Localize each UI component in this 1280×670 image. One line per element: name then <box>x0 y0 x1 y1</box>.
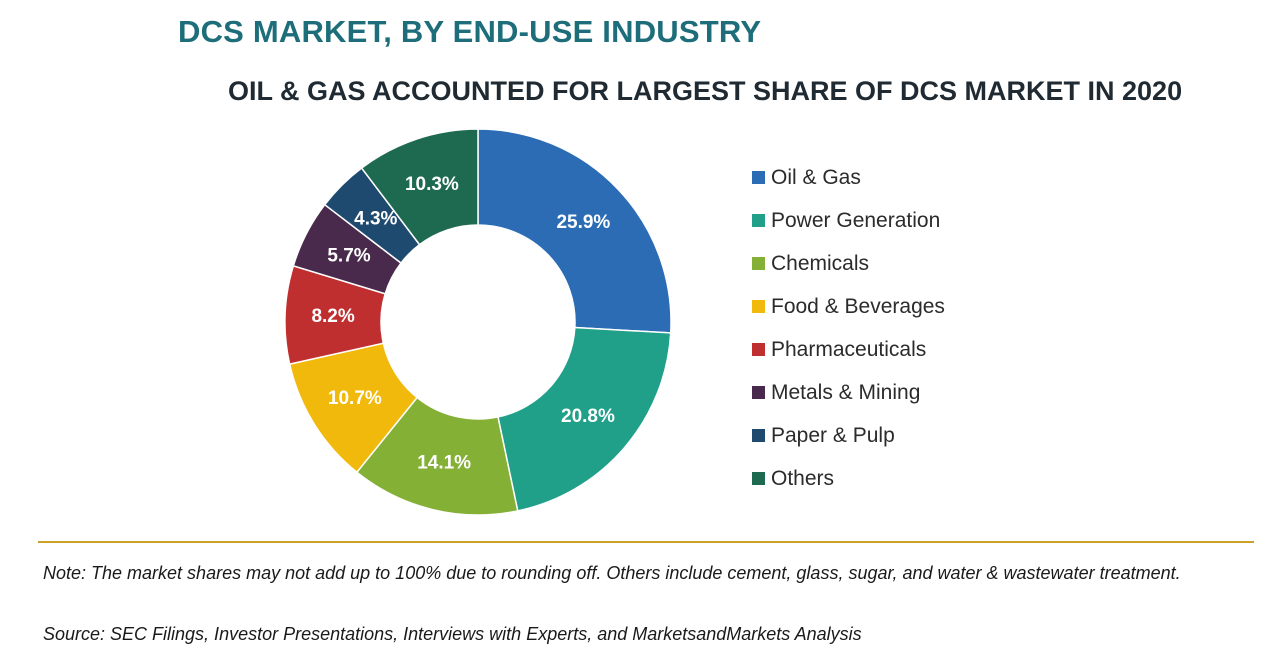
data-label-food-and-beverages: 10.7% <box>328 388 382 409</box>
legend-item-paper-and-pulp: Paper & Pulp <box>752 414 945 457</box>
donut-data-labels: 25.9% 20.8% 14.1% 10.7% 8.2% 5.7% 4.3% 10.3% <box>311 174 615 473</box>
legend-label-others: Others <box>771 466 835 490</box>
legend-item-power-generation: Power Generation <box>752 199 945 242</box>
legend-item-oil-and-gas: Oil & Gas <box>752 156 945 199</box>
legend-swatch-food-and-beverages <box>752 300 765 313</box>
data-label-oil-and-gas: 25.9% <box>556 212 610 233</box>
data-label-power-generation: 20.8% <box>561 406 615 427</box>
chart-title: DCS MARKET, BY END-USE INDUSTRY <box>178 14 762 49</box>
legend-label-metals-and-mining: Metals & Mining <box>771 380 921 404</box>
legend-swatch-metals-and-mining <box>752 386 765 399</box>
legend-label-paper-and-pulp: Paper & Pulp <box>771 423 895 447</box>
chart-subtitle: OIL & GAS ACCOUNTED FOR LARGEST SHARE OF… <box>228 76 1183 106</box>
slice-others <box>360 128 479 246</box>
chart-legend: Oil & Gas Power Generation Chemicals Food &… <box>752 156 945 500</box>
donut-slices <box>284 128 672 516</box>
data-label-paper-and-pulp: 4.3% <box>354 209 397 230</box>
footer-divider <box>38 541 1254 543</box>
legend-item-metals-and-mining: Metals & Mining <box>752 371 945 414</box>
legend-swatch-pharmaceuticals <box>752 343 765 356</box>
data-label-chemicals: 14.1% <box>417 452 471 473</box>
legend-swatch-paper-and-pulp <box>752 429 765 442</box>
legend-label-oil-and-gas: Oil & Gas <box>771 165 861 189</box>
legend-swatch-chemicals <box>752 257 765 270</box>
footnote: Note: The market shares may not add up t… <box>43 563 1181 583</box>
legend-item-pharmaceuticals: Pharmaceuticals <box>752 328 945 371</box>
slice-oil-and-gas <box>477 128 672 334</box>
legend-label-power-generation: Power Generation <box>771 208 941 232</box>
legend-swatch-power-generation <box>752 214 765 227</box>
legend-item-others: Others <box>752 457 945 500</box>
legend-swatch-oil-and-gas <box>752 171 765 184</box>
legend-label-food-and-beverages: Food & Beverages <box>771 294 945 318</box>
legend-label-pharmaceuticals: Pharmaceuticals <box>771 337 927 361</box>
data-label-pharmaceuticals: 8.2% <box>311 306 354 327</box>
legend-swatch-others <box>752 472 765 485</box>
slice-power-generation <box>497 326 672 512</box>
legend-item-chemicals: Chemicals <box>752 242 945 285</box>
legend-item-food-and-beverages: Food & Beverages <box>752 285 945 328</box>
source-note: Source: SEC Filings, Investor Presentati… <box>43 624 862 644</box>
data-label-others: 10.3% <box>405 174 459 195</box>
legend-label-chemicals: Chemicals <box>771 251 870 275</box>
data-label-metals-and-mining: 5.7% <box>327 245 370 266</box>
